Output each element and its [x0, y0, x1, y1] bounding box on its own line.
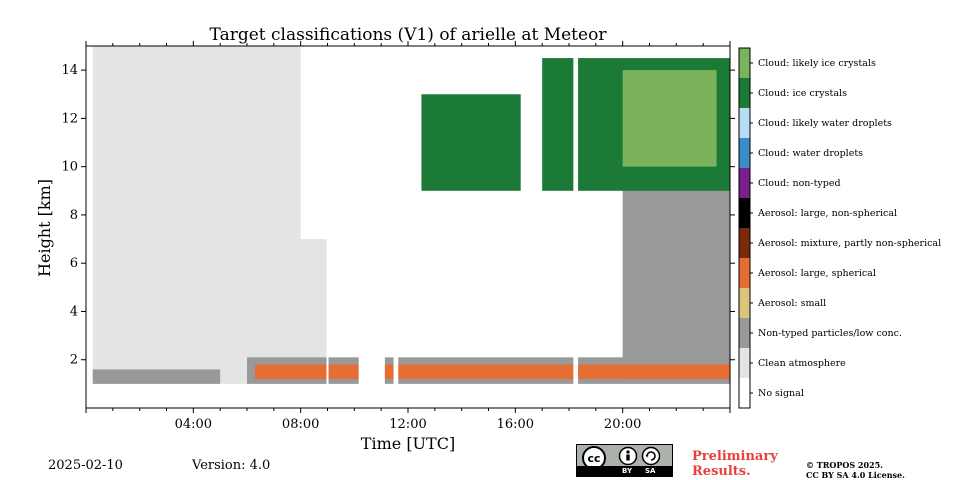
- no-signal-gap-0: [326, 46, 329, 408]
- x-tick-label: 20:00: [604, 417, 641, 432]
- y-tick-label: 8: [70, 208, 78, 223]
- colorbar-swatch: [739, 378, 750, 408]
- colorbar-swatch: [739, 348, 750, 378]
- y-tick-label: 10: [61, 160, 78, 175]
- license-by-label: BY: [622, 467, 633, 475]
- colorbar-swatch: [739, 318, 750, 348]
- x-tick-label: 08:00: [282, 417, 319, 432]
- colorbar-label: Non-typed particles/low conc.: [758, 328, 902, 339]
- colorbar-swatch: [739, 78, 750, 108]
- region-cloud-ice-crystals-6: [421, 94, 521, 191]
- copyright-notice: © TROPOS 2025. CC BY SA 4.0 License.: [806, 460, 905, 480]
- colorbar-label: Aerosol: small: [757, 298, 826, 309]
- colorbar-label: Cloud: likely water droplets: [758, 118, 892, 129]
- colorbar-swatch: [739, 288, 750, 318]
- colorbar-swatch: [739, 48, 750, 78]
- colorbar-swatch: [739, 108, 750, 138]
- share-alike-icon: [641, 446, 661, 466]
- y-tick-label: 4: [70, 304, 78, 319]
- colorbar-label: Cloud: ice crystals: [758, 88, 847, 99]
- no-signal-gap-2: [393, 46, 399, 408]
- copyright-line-1: © TROPOS 2025.: [806, 460, 883, 470]
- x-axis-label: Time [UTC]: [361, 434, 455, 453]
- colorbar-label: Clean atmosphere: [758, 358, 846, 369]
- colorbar-label: Cloud: non-typed: [758, 178, 841, 189]
- colorbar-swatch: [739, 198, 750, 228]
- license-sa-label: SA: [645, 467, 656, 475]
- preliminary-line-1: Preliminary: [692, 449, 778, 464]
- colorbar-swatch: [739, 138, 750, 168]
- svg-text:cc: cc: [587, 452, 600, 465]
- y-tick-label: 6: [70, 256, 78, 271]
- y-tick-label: 12: [61, 111, 78, 126]
- x-tick-label: 12:00: [389, 417, 426, 432]
- y-axis: 2 4 6 8 10 12 14: [61, 63, 735, 368]
- attribution-icon: [618, 446, 638, 466]
- colorbar-swatch: [739, 228, 750, 258]
- chart-title: Target classifications (V1) of arielle a…: [209, 25, 607, 45]
- x-tick-label: 16:00: [497, 417, 534, 432]
- y-tick-label: 2: [70, 353, 78, 368]
- region-clean-atmosphere-0: [92, 46, 301, 384]
- colorbar-frame: [738, 47, 751, 409]
- colorbar-label: Aerosol: large, spherical: [757, 268, 876, 279]
- product-version: Version: 4.0: [192, 458, 271, 473]
- y-axis-label: Height [km]: [35, 179, 54, 277]
- region-non-typed-particles-low-conc--3: [92, 369, 221, 384]
- x-tick-label: 04:00: [175, 417, 212, 432]
- measurement-date: 2025-02-10: [48, 458, 123, 473]
- region-cloud-likely-ice-crystals-8: [622, 70, 717, 167]
- preliminary-line-2: Results.: [692, 464, 751, 479]
- x-axis: 04:00 08:00 12:00 16:00 20:00: [85, 41, 731, 432]
- colorbar-label: Aerosol: large, non-spherical: [757, 208, 897, 219]
- classification-field: [92, 46, 730, 408]
- copyright-line-2: CC BY SA 4.0 License.: [806, 470, 905, 480]
- no-signal-gap-1: [358, 46, 385, 408]
- colorbar-label: No signal: [758, 388, 804, 399]
- no-signal-gap-3: [573, 46, 579, 408]
- preliminary-notice: Preliminary Results.: [692, 449, 778, 479]
- y-tick-label: 14: [61, 63, 78, 78]
- colorbar-swatch: [739, 258, 750, 288]
- cc-icon: cc: [582, 446, 606, 470]
- colorbar-label: Aerosol: mixture, partly non-spherical: [757, 238, 941, 249]
- colorbar-label: Cloud: water droplets: [758, 148, 863, 159]
- cc-license-badge: cc BY SA: [576, 444, 673, 477]
- colorbar-swatch: [739, 168, 750, 198]
- colorbar: Cloud: likely ice crystals Cloud: ice cry…: [738, 47, 941, 409]
- colorbar-label: Cloud: likely ice crystals: [758, 58, 876, 69]
- region-aerosol-large-spherical-9: [255, 364, 730, 380]
